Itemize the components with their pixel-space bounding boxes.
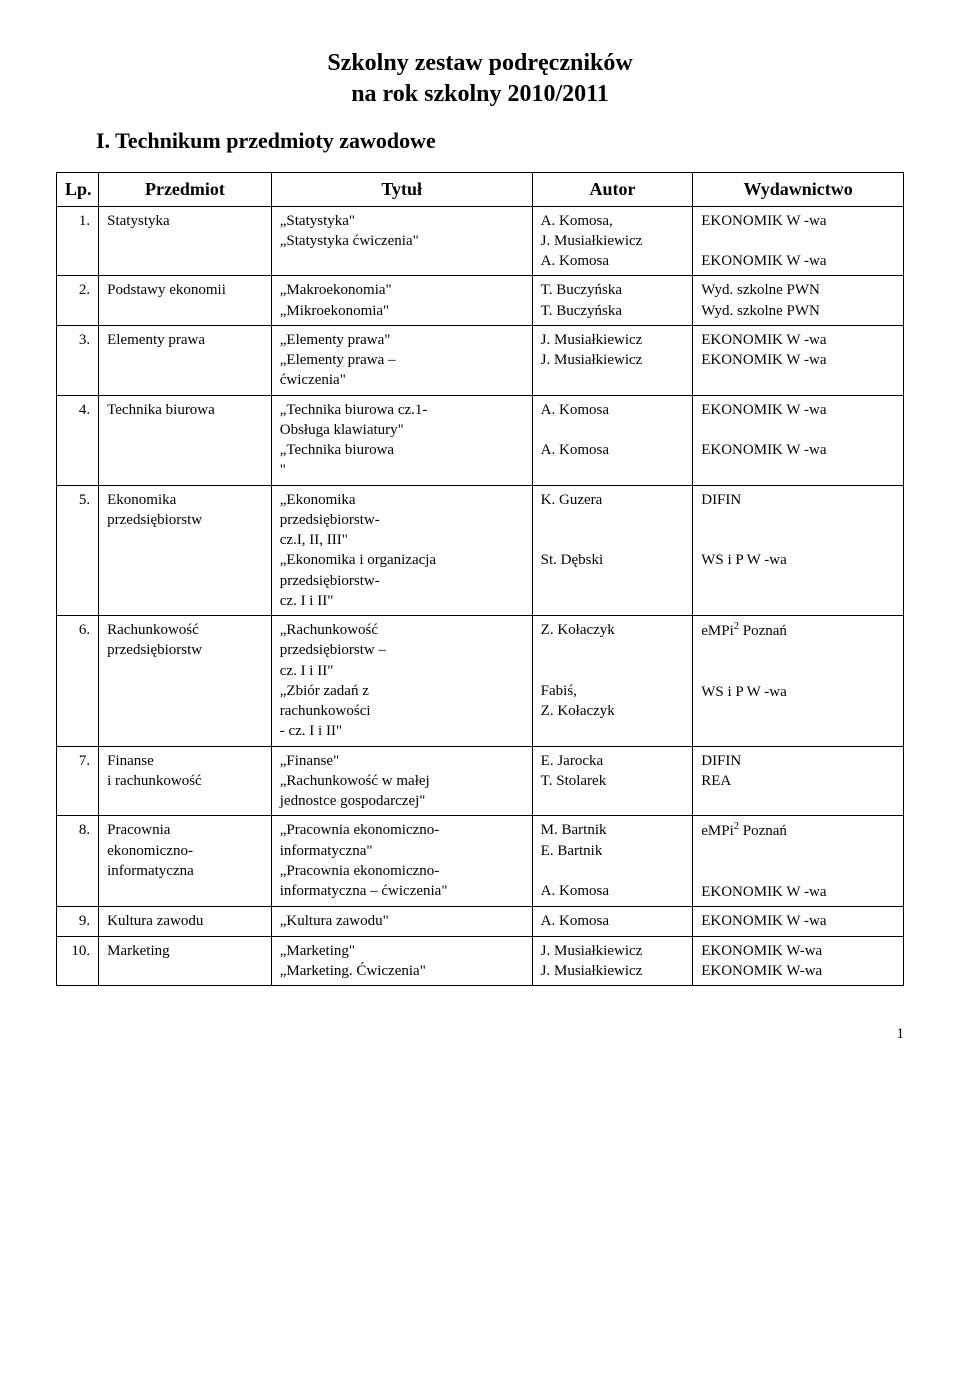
title-line-2: na rok szkolny 2010/2011 [56, 79, 904, 110]
cell-przedmiot: Technika biurowa [99, 395, 272, 485]
cell-lp: 4. [57, 395, 99, 485]
cell-przedmiot: Statystyka [99, 206, 272, 276]
cell-lp: 8. [57, 816, 99, 907]
cell-lp: 3. [57, 325, 99, 395]
section-heading: I. Technikum przedmioty zawodowe [56, 128, 904, 154]
cell-tytul: „Finanse"„Rachunkowość w małejjednostce … [271, 746, 532, 816]
cell-przedmiot: Ekonomikaprzedsiębiorstw [99, 485, 272, 616]
cell-przedmiot: Rachunkowośćprzedsiębiorstw [99, 616, 272, 747]
cell-tytul: „Makroekonomia"„Mikroekonomia" [271, 276, 532, 326]
cell-wydawnictwo: DIFINREA [693, 746, 904, 816]
cell-lp: 6. [57, 616, 99, 747]
cell-wydawnictwo: EKONOMIK W-waEKONOMIK W-wa [693, 936, 904, 986]
table-row: 1.Statystyka„Statystyka"„Statystyka ćwic… [57, 206, 904, 276]
cell-autor: A. Komosa,J. MusiałkiewiczA. Komosa [532, 206, 693, 276]
cell-przedmiot: Pracowniaekonomiczno-informatyczna [99, 816, 272, 907]
cell-wydawnictwo: EKONOMIK W -waEKONOMIK W -wa [693, 325, 904, 395]
cell-tytul: „Marketing"„Marketing. Ćwiczenia" [271, 936, 532, 986]
cell-lp: 10. [57, 936, 99, 986]
table-row: 10.Marketing„Marketing"„Marketing. Ćwicz… [57, 936, 904, 986]
cell-tytul: „Technika biurowa cz.1-Obsługa klawiatur… [271, 395, 532, 485]
cell-autor: E. JarockaT. Stolarek [532, 746, 693, 816]
cell-przedmiot: Kultura zawodu [99, 907, 272, 936]
col-lp: Lp. [57, 173, 99, 206]
title-line-1: Szkolny zestaw podręczników [56, 48, 904, 79]
table-row: 9.Kultura zawodu„Kultura zawodu"A. Komos… [57, 907, 904, 936]
cell-tytul: „Statystyka"„Statystyka ćwiczenia" [271, 206, 532, 276]
table-row: 5.Ekonomikaprzedsiębiorstw„Ekonomikaprze… [57, 485, 904, 616]
cell-autor: M. BartnikE. BartnikA. Komosa [532, 816, 693, 907]
cell-autor: A. Komosa [532, 907, 693, 936]
cell-autor: T. BuczyńskaT. Buczyńska [532, 276, 693, 326]
table-row: 8.Pracowniaekonomiczno-informatyczna„Pra… [57, 816, 904, 907]
cell-lp: 7. [57, 746, 99, 816]
cell-wydawnictwo: EKONOMIK W -waEKONOMIK W -wa [693, 206, 904, 276]
cell-tytul: „Rachunkowośćprzedsiębiorstw –cz. I i II… [271, 616, 532, 747]
cell-tytul: „Elementy prawa"„Elementy prawa –ćwiczen… [271, 325, 532, 395]
table-header-row: Lp. Przedmiot Tytuł Autor Wydawnictwo [57, 173, 904, 206]
cell-wydawnictwo: DIFINWS i P W -wa [693, 485, 904, 616]
cell-przedmiot: Elementy prawa [99, 325, 272, 395]
cell-autor: J. MusiałkiewiczJ. Musiałkiewicz [532, 325, 693, 395]
cell-wydawnictwo: eMPi2 PoznańEKONOMIK W -wa [693, 816, 904, 907]
cell-tytul: „Kultura zawodu" [271, 907, 532, 936]
page-number: 1 [56, 1026, 904, 1043]
col-tytul: Tytuł [271, 173, 532, 206]
cell-autor: A. KomosaA. Komosa [532, 395, 693, 485]
cell-tytul: „Pracownia ekonomiczno-informatyczna"„Pr… [271, 816, 532, 907]
col-wydawnictwo: Wydawnictwo [693, 173, 904, 206]
col-przedmiot: Przedmiot [99, 173, 272, 206]
cell-wydawnictwo: Wyd. szkolne PWNWyd. szkolne PWN [693, 276, 904, 326]
cell-lp: 1. [57, 206, 99, 276]
cell-wydawnictwo: EKONOMIK W -wa [693, 907, 904, 936]
cell-lp: 5. [57, 485, 99, 616]
cell-tytul: „Ekonomikaprzedsiębiorstw-cz.I, II, III"… [271, 485, 532, 616]
cell-autor: Z. KołaczykFabiś,Z. Kołaczyk [532, 616, 693, 747]
cell-autor: J. MusiałkiewiczJ. Musiałkiewicz [532, 936, 693, 986]
table-row: 2.Podstawy ekonomii„Makroekonomia"„Mikro… [57, 276, 904, 326]
cell-przedmiot: Finansei rachunkowość [99, 746, 272, 816]
table-row: 6.Rachunkowośćprzedsiębiorstw„Rachunkowo… [57, 616, 904, 747]
cell-lp: 2. [57, 276, 99, 326]
cell-lp: 9. [57, 907, 99, 936]
textbook-table: Lp. Przedmiot Tytuł Autor Wydawnictwo 1.… [56, 172, 904, 986]
table-row: 7.Finansei rachunkowość„Finanse"„Rachunk… [57, 746, 904, 816]
cell-wydawnictwo: eMPi2 PoznańWS i P W -wa [693, 616, 904, 747]
cell-przedmiot: Marketing [99, 936, 272, 986]
cell-przedmiot: Podstawy ekonomii [99, 276, 272, 326]
table-row: 4.Technika biurowa„Technika biurowa cz.1… [57, 395, 904, 485]
cell-autor: K. GuzeraSt. Dębski [532, 485, 693, 616]
cell-wydawnictwo: EKONOMIK W -waEKONOMIK W -wa [693, 395, 904, 485]
col-autor: Autor [532, 173, 693, 206]
table-row: 3.Elementy prawa„Elementy prawa"„Element… [57, 325, 904, 395]
document-title: Szkolny zestaw podręczników na rok szkol… [56, 48, 904, 110]
